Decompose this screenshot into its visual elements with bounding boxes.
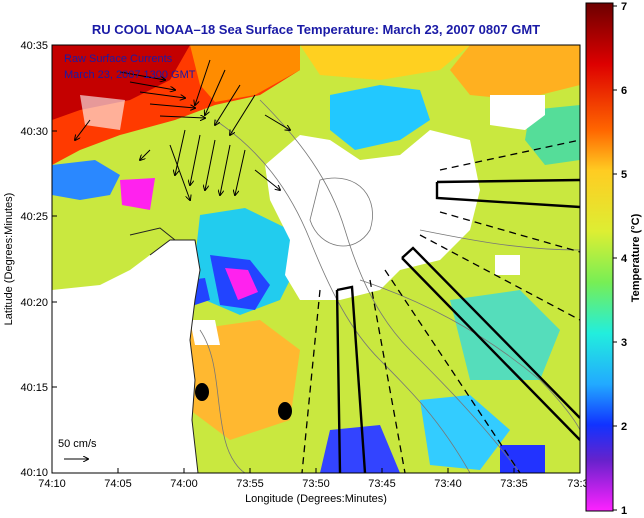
overlay-line-2: March 23, 2007 1300 GMT [64, 69, 196, 81]
current-vector [205, 69, 226, 115]
buoy-marker [278, 402, 292, 420]
colorbar-tick-label: 1 [621, 505, 627, 517]
current-vector [190, 134, 201, 185]
sst-cyan-patch-north [330, 85, 430, 150]
sst-magenta-central [225, 268, 258, 300]
colorbar [585, 2, 614, 512]
x-tick-label: 73:3 [567, 478, 588, 490]
coastline [149, 239, 201, 473]
y-tick-label: 40:35 [20, 40, 48, 52]
colorbar-label: Temperature (°C) [630, 213, 642, 302]
x-tick-label: 74:00 [170, 478, 198, 490]
overlay-line-1: Raw Surface Currents [64, 53, 173, 65]
x-ticks: 74:10 74:05 74:00 73:55 73:50 73:45 73:4… [38, 468, 589, 490]
no-data-coast [190, 320, 220, 345]
lease-area-outlines [335, 178, 580, 473]
y-tick-label: 40:10 [20, 467, 48, 479]
x-tick-label: 73:45 [368, 478, 396, 490]
sst-orange-south [190, 320, 300, 440]
sst-blue-patch-west [52, 160, 120, 200]
lease-area-south [335, 285, 367, 473]
y-axis-label: Latitude (Degrees:Minutes) [3, 193, 15, 326]
current-vector [169, 144, 190, 200]
current-vector [119, 71, 165, 80]
colorbar-tick-label: 3 [621, 337, 627, 349]
dashed-radial-lines [301, 139, 580, 473]
no-data-nw [80, 95, 125, 130]
colorbar-tick-label: 6 [621, 85, 627, 97]
no-data-east [495, 255, 520, 275]
y-tick-label: 40:20 [20, 297, 48, 309]
no-data-ne [490, 95, 545, 130]
current-vector [215, 84, 241, 125]
sst-yellow-north [300, 45, 470, 80]
current-vector [75, 119, 91, 140]
sst-green-patch-ne [525, 105, 580, 165]
x-tick-label: 73:50 [302, 478, 330, 490]
current-vector [159, 116, 205, 118]
current-vector [129, 81, 175, 90]
current-vector [220, 144, 231, 195]
land-new-jersey [52, 240, 200, 473]
x-tick-label: 73:55 [236, 478, 264, 490]
x-tick-label: 73:35 [500, 478, 528, 490]
x-tick-label: 74:05 [104, 478, 132, 490]
sst-magenta-patch-west [120, 178, 155, 210]
y-tick-label: 40:25 [20, 211, 48, 223]
y-tick-label: 40:30 [20, 126, 48, 138]
colorbar-ticks: 7 6 5 4 3 2 1 [613, 1, 628, 517]
sst-orange-ne [450, 45, 580, 100]
scale-arrow-label: 50 cm/s [58, 438, 97, 450]
colorbar-tick-label: 7 [621, 1, 627, 13]
current-vector [205, 139, 216, 190]
current-vector [264, 114, 290, 130]
x-tick-label: 74:10 [38, 478, 66, 490]
x-axis-label: Longitude (Degrees:Minutes) [245, 493, 387, 505]
lease-area-east [435, 178, 580, 209]
colorbar-tick-label: 4 [621, 253, 628, 265]
coastline-bay [129, 227, 176, 241]
x-tick-label: 73:40 [434, 478, 462, 490]
current-vector [139, 91, 185, 98]
y-ticks: 40:35 40:30 40:25 40:20 40:15 40:10 [20, 40, 57, 479]
current-vector [140, 149, 151, 160]
current-vector [195, 59, 211, 105]
sst-blue-se [500, 445, 545, 473]
y-tick-label: 40:15 [20, 382, 48, 394]
surface-current-vectors [75, 59, 290, 200]
current-vector [175, 129, 186, 175]
current-vector [254, 169, 280, 190]
map-area: Raw Surface Currents March 23, 2007 1300… [52, 45, 580, 473]
current-vector [235, 149, 246, 195]
chart-title: RU COOL NOAA–18 Sea Surface Temperature:… [92, 22, 540, 37]
sst-cyan-south [420, 395, 510, 470]
colorbar-tick-label: 2 [621, 421, 627, 433]
buoy-marker [195, 383, 209, 401]
colorbar-tick-label: 5 [621, 169, 627, 181]
bathymetry-contours [199, 99, 580, 473]
current-vector [149, 103, 195, 108]
current-vector [230, 94, 256, 135]
lease-area-southeast [401, 246, 580, 441]
